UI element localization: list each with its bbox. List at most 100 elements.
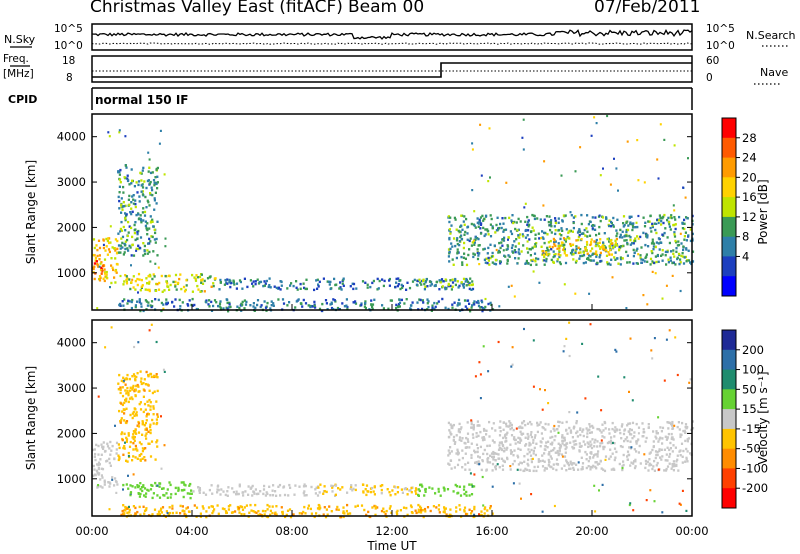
- vel-data-cell: [449, 446, 452, 449]
- vel-data-cell: [169, 496, 172, 499]
- vel-data-cell: [360, 504, 364, 507]
- power-data-cell: [352, 301, 355, 304]
- colorbar-tick-label: 28: [742, 131, 757, 145]
- power-data-cell: [401, 286, 404, 289]
- power-data-speckle: [538, 281, 541, 284]
- vel-data-cell: [145, 432, 148, 435]
- vel-data-cell: [582, 428, 585, 431]
- vel-data-cell: [590, 443, 593, 446]
- power-data-cell: [113, 247, 116, 250]
- power-data-cell: [668, 241, 671, 245]
- power-data-cell: [93, 265, 96, 268]
- vel-data-cell: [474, 461, 477, 464]
- vel-data-cell: [524, 436, 527, 439]
- vel-data-cell: [140, 452, 143, 456]
- vel-data-cell: [95, 443, 98, 447]
- vel-data-cell: [100, 453, 103, 456]
- vel-data-cell: [151, 513, 154, 516]
- y-tick-label: 1000: [57, 266, 86, 280]
- vel-data-cell: [227, 505, 230, 508]
- vel-data-cell: [149, 401, 152, 404]
- power-data-cell: [533, 245, 536, 248]
- power-data-cell: [194, 277, 197, 281]
- power-data-speckle: [636, 139, 639, 142]
- power-data-cell: [454, 244, 457, 248]
- vel-data-cell: [686, 438, 689, 441]
- power-data-cell: [345, 298, 348, 301]
- vel-data-cell: [449, 423, 452, 426]
- vel-data-speckle: [155, 340, 158, 344]
- vel-data-cell: [517, 441, 520, 444]
- vel-data-cell: [147, 413, 150, 416]
- vel-data-cell: [251, 484, 254, 488]
- power-data-cell: [252, 285, 255, 288]
- vel-data-cell: [145, 437, 148, 440]
- power-data-cell: [424, 281, 427, 284]
- power-data-cell: [394, 285, 397, 289]
- power-data-cell: [457, 298, 461, 302]
- power-data-cell: [172, 280, 175, 284]
- vel-data-cell: [108, 485, 111, 488]
- power-data-cell: [660, 241, 663, 244]
- vel-data-cell: [628, 433, 632, 436]
- power-data-cell: [152, 250, 155, 253]
- power-data-cell: [138, 246, 141, 250]
- power-data-cell: [332, 308, 335, 311]
- colorbar-segment: [722, 197, 736, 218]
- power-data-cell: [619, 256, 622, 259]
- vel-data-cell: [254, 503, 257, 507]
- vel-data-cell: [672, 460, 675, 463]
- power-data-cell: [178, 298, 181, 302]
- power-data-cell: [181, 301, 184, 304]
- vel-data-cell: [448, 429, 451, 432]
- power-data-cell: [334, 300, 337, 303]
- power-data-cell: [299, 282, 302, 286]
- vel-data-cell: [571, 436, 574, 439]
- vel-data-cell: [463, 510, 466, 513]
- vel-data-cell: [492, 452, 495, 455]
- vel-data-cell: [470, 510, 474, 513]
- vel-data-cell: [396, 509, 399, 513]
- vel-data-cell: [216, 504, 219, 507]
- power-data-cell: [141, 186, 145, 189]
- power-data-cell: [136, 232, 139, 236]
- power-data-cell: [155, 237, 158, 241]
- power-data-cell: [210, 300, 213, 304]
- power-data-cell: [668, 220, 671, 224]
- vel-data-cell: [502, 436, 505, 440]
- vel-data-cell: [144, 495, 147, 498]
- power-data-cell: [478, 220, 481, 224]
- vel-data-cell: [655, 453, 658, 457]
- vel-data-cell: [315, 486, 318, 489]
- vel-data-cell: [137, 422, 141, 425]
- power-data-speckle: [108, 135, 111, 138]
- vel-data-cell: [563, 464, 566, 467]
- vel-data-speckle: [673, 424, 676, 427]
- power-data-speckle: [609, 183, 612, 186]
- power-data-cell: [586, 235, 589, 238]
- vel-data-cell: [505, 448, 508, 451]
- vel-data-cell: [122, 446, 125, 450]
- vel-data-cell: [221, 507, 224, 510]
- power-data-cell: [478, 252, 481, 255]
- power-data-cell: [419, 281, 422, 284]
- power-data-cell: [476, 237, 479, 240]
- power-data-cell: [462, 286, 465, 289]
- power-data-cell: [400, 298, 403, 302]
- power-data-cell: [174, 285, 177, 288]
- vel-data-cell: [145, 492, 148, 495]
- power-data-cell: [371, 307, 374, 311]
- power-data-cell: [388, 279, 391, 282]
- power-data-cell: [691, 250, 695, 253]
- vel-data-cell: [109, 464, 112, 467]
- vel-data-cell: [131, 388, 134, 391]
- power-data-cell: [611, 246, 614, 249]
- vel-data-cell: [565, 420, 568, 424]
- vel-data-cell: [389, 494, 392, 497]
- vel-data-cell: [491, 462, 495, 466]
- vel-data-cell: [627, 422, 630, 425]
- power-data-cell: [642, 258, 645, 262]
- vel-data-cell: [587, 459, 590, 463]
- vel-data-cell: [142, 422, 145, 426]
- colorbar-tick-label: 20: [742, 170, 757, 184]
